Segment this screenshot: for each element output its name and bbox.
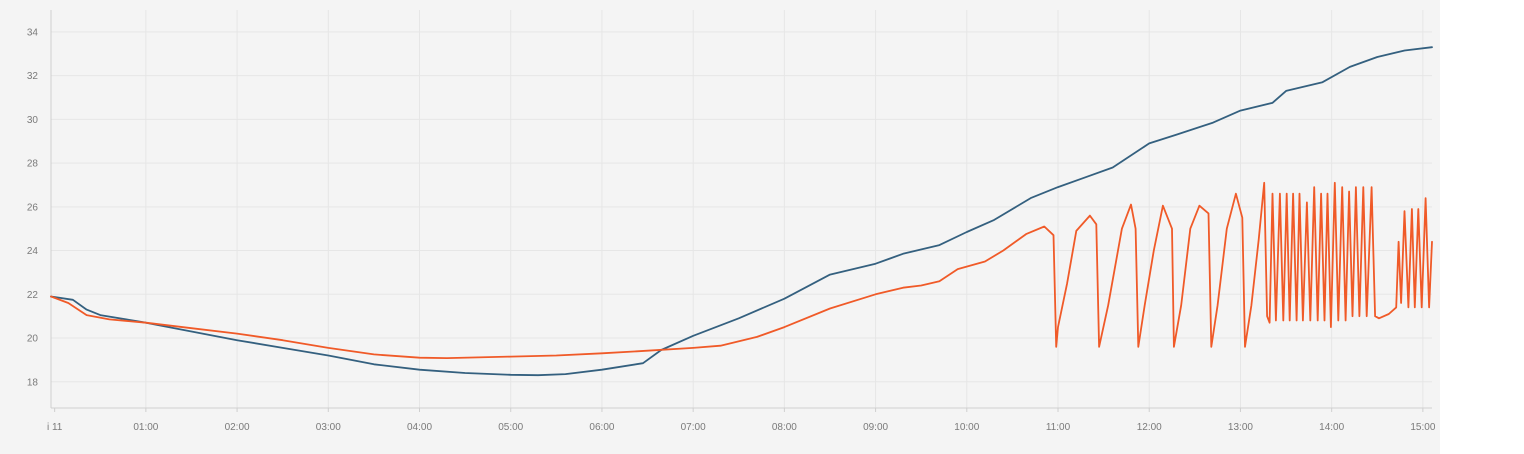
x-tick-label: i 11 bbox=[47, 422, 63, 433]
x-tick-label: 08:00 bbox=[772, 422, 797, 433]
x-tick-label: 11:00 bbox=[1046, 422, 1071, 433]
y-tick-label: 18 bbox=[27, 377, 39, 388]
x-tick-label: 04:00 bbox=[407, 422, 432, 433]
y-tick-label: 22 bbox=[27, 290, 39, 301]
x-tick-label: 07:00 bbox=[681, 422, 706, 433]
y-tick-label: 26 bbox=[27, 202, 39, 213]
x-tick-label: 14:00 bbox=[1319, 422, 1344, 433]
y-tick-label: 28 bbox=[27, 159, 39, 170]
y-tick-label: 32 bbox=[27, 71, 39, 82]
x-tick-label: 03:00 bbox=[316, 422, 341, 433]
x-tick-label: 05:00 bbox=[498, 422, 523, 433]
x-tick-label: 10:00 bbox=[954, 422, 979, 433]
x-tick-label: 01:00 bbox=[133, 422, 158, 433]
series-line-1 bbox=[50, 46, 1433, 377]
x-tick-label: 15:00 bbox=[1410, 422, 1435, 433]
x-tick-label: 13:00 bbox=[1228, 422, 1253, 433]
x-tick-label: 02:00 bbox=[225, 422, 250, 433]
y-tick-label: 24 bbox=[27, 246, 39, 257]
grid-lines bbox=[51, 10, 1432, 408]
y-tick-label: 20 bbox=[27, 334, 39, 345]
x-tick-label: 09:00 bbox=[863, 422, 888, 433]
tick-labels: 18 20 22 24 26 28 30 32 34 i 11 01:00 02:00 03:00 04:… bbox=[27, 27, 1436, 433]
series-line-2 bbox=[50, 181, 1433, 359]
axes bbox=[50, 10, 1432, 412]
x-tick-label: 06:00 bbox=[589, 422, 614, 433]
y-tick-label: 34 bbox=[27, 27, 39, 38]
y-tick-label: 30 bbox=[27, 115, 39, 126]
x-tick-label: 12:00 bbox=[1137, 422, 1162, 433]
series-lines bbox=[50, 46, 1433, 377]
